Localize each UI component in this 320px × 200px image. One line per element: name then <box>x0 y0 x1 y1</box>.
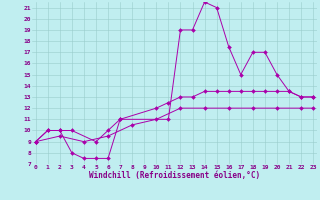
X-axis label: Windchill (Refroidissement éolien,°C): Windchill (Refroidissement éolien,°C) <box>89 171 260 180</box>
